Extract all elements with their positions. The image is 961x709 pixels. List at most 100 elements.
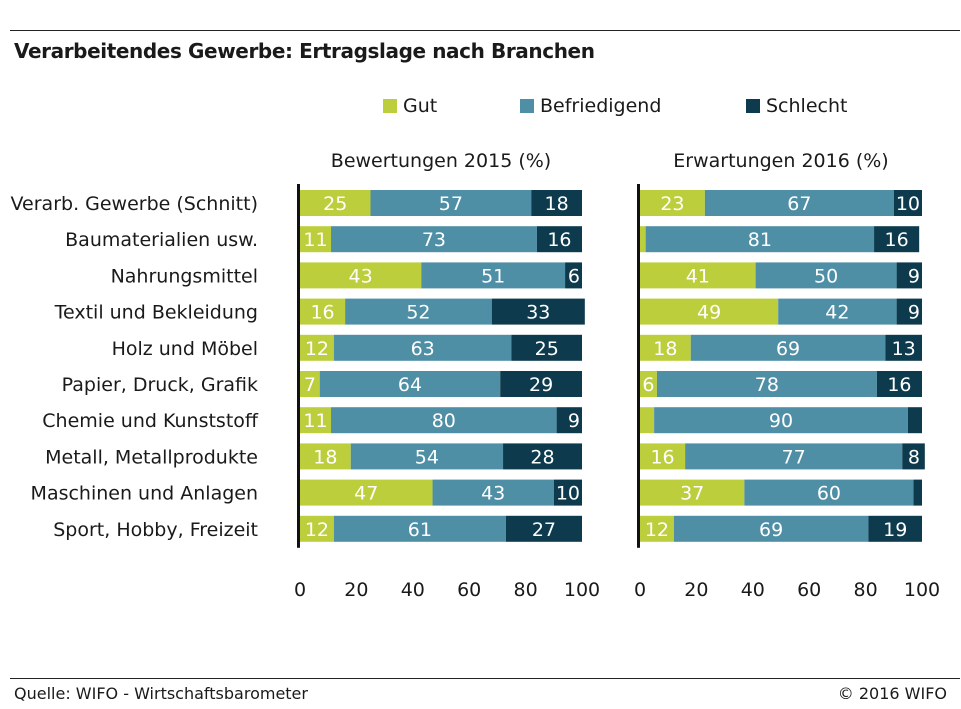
category-label: Metall, Metallprodukte [45,446,258,468]
bar-0-5-1 [319,371,501,397]
tick-label: 40 [401,579,425,601]
bar-0-8-0 [300,479,433,506]
bar-0-9-2 [505,515,582,542]
data-label: 73 [422,229,446,251]
copyright-note: © 2016 WIFO [837,684,947,703]
data-label: 49 [697,302,721,324]
bar-1-7-1 [685,443,903,470]
data-label: 13 [892,338,916,360]
bar-0-6-2 [556,407,582,434]
data-label: 16 [547,229,571,251]
data-label: 90 [769,410,793,432]
bar-1-5-0 [640,371,657,397]
data-label: 63 [411,338,435,360]
legend-swatch-0 [383,99,397,113]
bar-1-0-2 [893,190,922,216]
bar-1-2-1 [755,262,897,289]
bar-1-7-0 [640,443,686,470]
bar-1-9-0 [640,515,674,542]
bar-0-6-0 [300,407,332,434]
bar-0-7-0 [300,443,351,470]
data-label: 25 [535,338,559,360]
data-label: 43 [349,265,373,287]
tick-label: 100 [904,579,940,601]
tick-label: 20 [344,579,368,601]
bar-0-1-1 [331,226,537,253]
data-label: 18 [545,193,569,215]
panel-title-0: Bewertungen 2015 (%) [331,150,551,172]
data-label: 16 [885,229,909,251]
tick-label: 60 [797,579,821,601]
legend-label-1: Befriedigend [540,95,661,117]
bar-1-3-0 [640,298,779,325]
bar-1-9-1 [673,515,869,542]
data-label: 67 [787,193,811,215]
data-label: 61 [408,519,432,541]
data-label: 7 [304,374,316,396]
data-label: 9 [568,410,580,432]
bar-0-4-2 [511,334,582,361]
category-label: Chemie und Kunststoff [42,410,259,432]
category-label: Nahrungsmittel [111,265,258,287]
bar-0-0-0 [300,190,371,216]
bar-1-2-2 [896,262,922,289]
bar-0-8-1 [432,479,554,506]
axis-line-0 [297,184,300,548]
data-label: 54 [415,446,439,468]
tick-label: 80 [854,579,878,601]
data-label: 52 [406,302,430,324]
tick-label: 20 [684,579,708,601]
data-label: 10 [896,193,920,215]
bar-1-6-2 [907,407,922,434]
bar-0-3-0 [300,298,346,325]
data-label: 78 [755,374,779,396]
data-label: 23 [660,193,684,215]
tick-label: 100 [564,579,600,601]
bar-1-5-2 [876,371,922,397]
bar-1-4-0 [640,334,691,361]
bar-1-1-1 [645,226,875,253]
chart-title: Verarbeitendes Gewerbe: Ertragslage nach… [14,39,595,63]
category-label: Holz und Möbel [112,338,258,360]
tick-label: 40 [741,579,765,601]
tick-label: 0 [634,579,646,601]
bar-0-1-0 [300,226,332,253]
bar-0-9-0 [300,515,334,542]
data-label: 50 [814,265,838,287]
data-label: 12 [305,519,329,541]
bar-1-0-0 [640,190,705,216]
data-label: 33 [526,302,550,324]
bar-0-6-1 [331,407,557,434]
data-label: 64 [398,374,422,396]
data-label: 19 [883,519,907,541]
data-label: 25 [323,193,347,215]
data-label: 29 [529,374,553,396]
data-label: 41 [686,265,710,287]
data-label: 60 [817,483,841,505]
category-label: Verarb. Gewerbe (Schnitt) [11,193,258,215]
data-label: 43 [481,483,505,505]
data-label: 28 [530,446,554,468]
bar-0-2-1 [421,262,566,289]
tick-label: 80 [514,579,538,601]
bar-0-7-1 [350,443,504,470]
panel-title-1: Erwartungen 2016 (%) [673,150,888,172]
category-label: Textil und Bekleidung [54,302,258,324]
data-label: 18 [653,338,677,360]
category-label: Sport, Hobby, Freizeit [53,519,258,541]
data-label: 47 [354,483,378,505]
bar-0-5-0 [300,371,320,397]
bar-0-2-2 [565,262,582,289]
data-label: 42 [825,302,849,324]
data-label: 12 [645,519,669,541]
data-label: 6 [568,265,580,287]
data-label: 16 [650,446,674,468]
data-label: 11 [303,229,327,251]
data-label: 10 [556,483,580,505]
bar-0-2-0 [300,262,422,289]
bar-1-7-2 [902,443,925,470]
data-label: 69 [759,519,783,541]
data-label: 18 [313,446,337,468]
bar-1-1-2 [874,226,920,253]
